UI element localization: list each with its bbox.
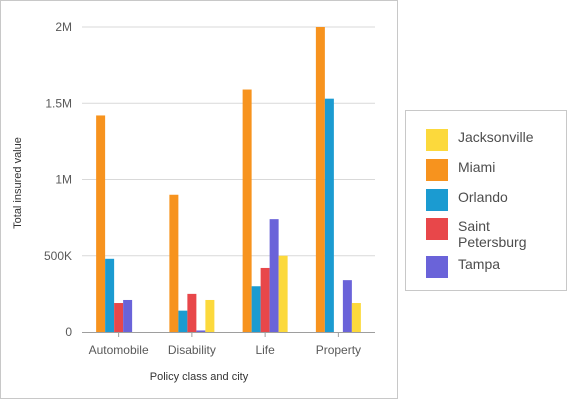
bar[interactable] <box>205 299 215 332</box>
axes <box>82 332 375 337</box>
bar[interactable] <box>342 280 352 332</box>
bar[interactable] <box>114 303 124 332</box>
legend-label: Miami <box>458 159 496 175</box>
bar[interactable] <box>278 255 288 332</box>
bar[interactable] <box>351 303 361 332</box>
legend-label: Saint Petersburg <box>458 218 527 250</box>
legend-swatch <box>426 218 448 240</box>
legend-swatch <box>426 159 448 181</box>
bar[interactable] <box>169 194 179 332</box>
x-tick-label: Disability <box>168 343 216 357</box>
bar[interactable] <box>251 286 261 332</box>
y-axis-title: Total insured value <box>12 137 24 229</box>
x-tick-label: Life <box>255 343 275 357</box>
bar[interactable] <box>123 299 133 332</box>
legend-item[interactable]: Saint Petersburg <box>426 218 558 250</box>
bar[interactable] <box>178 310 188 332</box>
bar[interactable] <box>187 293 197 332</box>
bar[interactable] <box>269 219 279 332</box>
x-tick-label: Automobile <box>89 343 149 357</box>
y-tick-label: 1M <box>55 173 72 187</box>
bar[interactable] <box>242 89 252 333</box>
legend-item[interactable]: Jacksonville <box>426 129 558 151</box>
legend-label: Tampa <box>458 256 501 272</box>
bar[interactable] <box>315 27 325 332</box>
bar-chart: 0 500K 1M 1.5M 2M Automobile Disability Life Pro… <box>12 20 375 383</box>
legend: Jacksonville Miami Orlando Saint Petersburg… <box>405 110 567 291</box>
legend-swatch <box>426 189 448 211</box>
bar[interactable] <box>324 98 334 332</box>
y-tick-label: 1.5M <box>45 96 72 110</box>
bars <box>96 27 361 333</box>
legend-swatch <box>426 129 448 151</box>
y-tick-label: 500K <box>44 249 72 263</box>
y-tick-label: 0 <box>65 325 72 339</box>
legend-label: Jacksonville <box>458 129 534 145</box>
bar[interactable] <box>260 267 270 332</box>
legend-item[interactable]: Tampa <box>426 256 558 278</box>
legend-item[interactable]: Orlando <box>426 189 558 211</box>
legend-item[interactable]: Miami <box>426 159 558 181</box>
bar[interactable] <box>96 115 106 332</box>
x-axis-title: Policy class and city <box>150 371 249 383</box>
bar[interactable] <box>105 258 115 332</box>
y-tick-label: 2M <box>55 20 72 34</box>
tick-labels: 0 500K 1M 1.5M 2M Automobile Disability Life Pro… <box>44 20 361 357</box>
legend-label: Orlando <box>458 189 508 205</box>
bar[interactable] <box>196 330 206 332</box>
x-tick-label: Property <box>316 343 361 357</box>
legend-swatch <box>426 256 448 278</box>
